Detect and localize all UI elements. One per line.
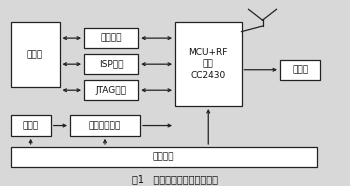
Bar (70, 115, 140, 136)
Bar (84, 54, 138, 74)
Text: MCU+RF
模块
CC2430: MCU+RF 模块 CC2430 (189, 48, 228, 81)
Bar (10, 147, 317, 167)
Text: JTAG电路: JTAG电路 (96, 86, 127, 95)
Bar (84, 80, 138, 100)
Text: 指示灯: 指示灯 (292, 65, 308, 74)
Text: 电源模块: 电源模块 (153, 153, 174, 162)
Text: 上位机: 上位机 (27, 50, 43, 59)
Text: ISP电路: ISP电路 (99, 60, 123, 69)
Text: 信号调理电路: 信号调理电路 (89, 121, 121, 130)
Bar (10, 115, 51, 136)
Bar (175, 22, 242, 106)
Bar (84, 28, 138, 48)
Bar (10, 22, 60, 87)
Bar (280, 60, 320, 80)
Text: 图1   无线传感器节点结构框图: 图1 无线传感器节点结构框图 (132, 174, 218, 184)
Text: 传感器: 传感器 (22, 121, 39, 130)
Text: 串口电路: 串口电路 (100, 34, 122, 43)
